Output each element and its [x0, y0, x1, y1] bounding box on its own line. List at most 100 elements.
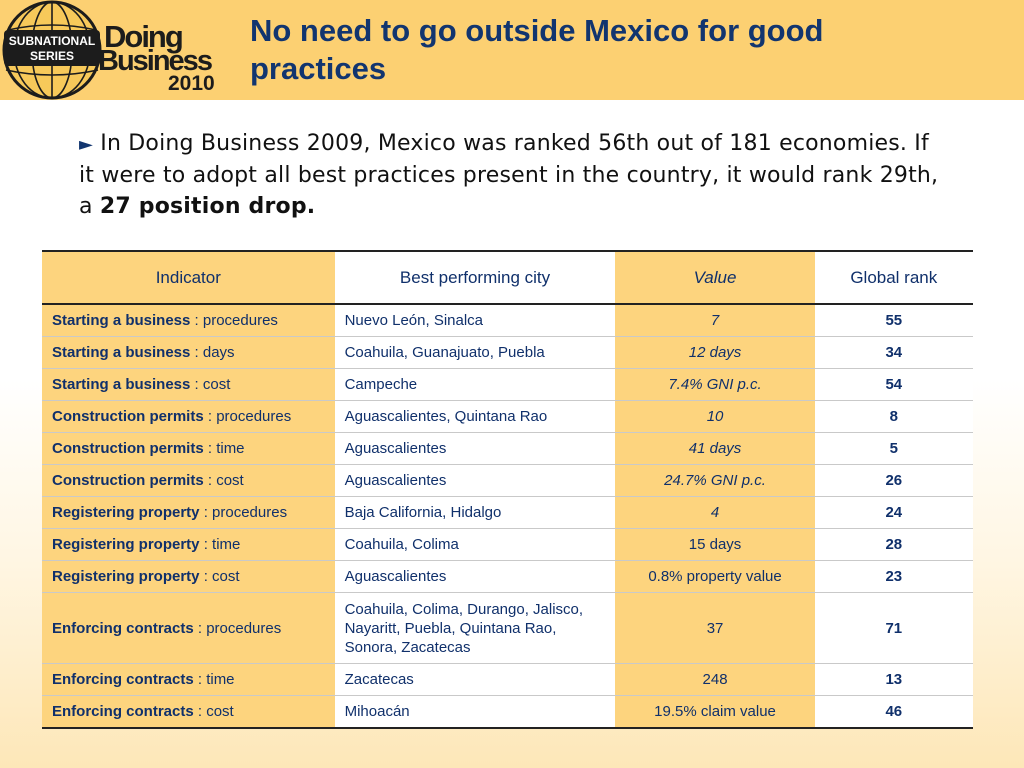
- table-row: Registering property : procedures Baja C…: [42, 496, 973, 529]
- table-row: Enforcing contracts : procedures Coahuil…: [42, 592, 973, 664]
- indicator-measure: : days: [190, 344, 235, 361]
- bullet-arrow-icon: ►: [79, 134, 94, 155]
- indicator-name: Construction permits: [52, 472, 204, 489]
- value-cell: 7: [615, 304, 815, 337]
- table-row: Construction permits : time Aguascalient…: [42, 432, 973, 465]
- indicator-name: Enforcing contracts: [52, 619, 194, 637]
- header-global-rank: Global rank: [814, 250, 973, 305]
- table-row: Enforcing contracts : cost Mihoacán 19.5…: [42, 695, 973, 729]
- city-cell: Campeche: [334, 368, 616, 401]
- city-cell: Coahuila, Colima, Durango, Jalisco, Naya…: [334, 592, 616, 664]
- table-row: Construction permits : procedures Aguasc…: [42, 400, 973, 433]
- indicator-cell: Registering property : time: [42, 528, 335, 561]
- indicator-measure: : procedures: [203, 408, 292, 425]
- value-cell: 7.4% GNI p.c.: [615, 368, 815, 401]
- indicator-name: Registering property: [52, 536, 200, 553]
- value-cell: 248: [615, 663, 815, 696]
- indicator-cell: Construction permits : procedures: [42, 400, 335, 433]
- indicator-cell: Starting a business : procedures: [42, 304, 335, 337]
- indicator-measure: : cost: [190, 376, 231, 393]
- city-cell: Aguascalientes: [334, 464, 616, 497]
- table-header-row: Indicator Best performing city Value Glo…: [42, 250, 973, 305]
- indicator-measure: : cost: [199, 568, 240, 585]
- table-row: Starting a business : cost Campeche 7.4%…: [42, 368, 973, 401]
- table-row: Registering property : time Coahuila, Co…: [42, 528, 973, 561]
- table-row: Enforcing contracts : time Zacatecas 248…: [42, 663, 973, 696]
- indicator-name: Registering property: [52, 504, 200, 521]
- rank-cell: 24: [814, 496, 973, 529]
- table-row: Starting a business : procedures Nuevo L…: [42, 304, 973, 337]
- indicator-measure: : time: [193, 671, 235, 688]
- indicator-measure: : cost: [193, 703, 234, 720]
- logo-year: 2010: [168, 72, 215, 95]
- value-cell: 0.8% property value: [615, 560, 815, 593]
- slide-title: No need to go outside Mexico for good pr…: [250, 13, 824, 86]
- table-row: Construction permits : cost Aguascalient…: [42, 464, 973, 497]
- value-cell: 41 days: [615, 432, 815, 465]
- indicator-cell: Starting a business : cost: [42, 368, 335, 401]
- indicator-cell: Registering property : cost: [42, 560, 335, 593]
- indicator-measure: : time: [203, 440, 245, 457]
- rank-cell: 55: [814, 304, 973, 337]
- indicator-cell: Enforcing contracts : cost: [42, 695, 335, 729]
- logo-badge-line2: SERIES: [30, 49, 74, 63]
- city-cell: Baja California, Hidalgo: [334, 496, 616, 529]
- city-cell: Aguascalientes, Quintana Rao: [334, 400, 616, 433]
- logo-brand-line1: Doing: [104, 19, 182, 54]
- indicator-name: Construction permits: [52, 408, 204, 425]
- indicator-name: Starting a business: [52, 376, 191, 393]
- city-cell: Aguascalientes: [334, 432, 616, 465]
- indicator-cell: Construction permits : time: [42, 432, 335, 465]
- rank-cell: 34: [814, 336, 973, 369]
- city-cell: Nuevo León, Sinalca: [334, 304, 616, 337]
- value-cell: 37: [615, 592, 815, 664]
- rank-cell: 5: [814, 432, 973, 465]
- rank-cell: 26: [814, 464, 973, 497]
- indicator-cell: Enforcing contracts : time: [42, 663, 335, 696]
- header-best-city: Best performing city: [334, 250, 616, 305]
- indicator-name: Starting a business: [52, 344, 191, 361]
- value-cell: 24.7% GNI p.c.: [615, 464, 815, 497]
- indicator-name: Registering property: [52, 568, 200, 585]
- rank-cell: 23: [814, 560, 973, 593]
- indicator-name: Starting a business: [52, 312, 191, 329]
- city-cell: Mihoacán: [334, 695, 616, 729]
- city-cell: Coahuila, Colima: [334, 528, 616, 561]
- table-row: Registering property : cost Aguascalient…: [42, 560, 973, 593]
- indicator-cell: Registering property : procedures: [42, 496, 335, 529]
- intro-text: In Doing Business 2009, Mexico was ranke…: [79, 131, 939, 219]
- city-cell: Zacatecas: [334, 663, 616, 696]
- doing-business-logo: SUBNATIONAL SERIES Doing Business 2010: [2, 0, 215, 100]
- header-band: SUBNATIONAL SERIES Doing Business 2010 N…: [0, 0, 1024, 100]
- logo-badge-line1: SUBNATIONAL: [9, 34, 95, 48]
- value-cell: 10: [615, 400, 815, 433]
- indicator-name: Enforcing contracts: [52, 671, 194, 688]
- header-value: Value: [615, 250, 815, 305]
- city-cell: Coahuila, Guanajuato, Puebla: [334, 336, 616, 369]
- rank-cell: 46: [814, 695, 973, 729]
- indicator-cell: Starting a business : days: [42, 336, 335, 369]
- intro-bold-text: 27 position drop.: [99, 194, 316, 219]
- indicator-measure: : time: [199, 536, 241, 553]
- rank-cell: 28: [814, 528, 973, 561]
- header-indicator: Indicator: [42, 250, 335, 305]
- indicator-cell: Enforcing contracts : procedures: [42, 592, 335, 664]
- indicator-measure: : procedures: [199, 504, 288, 521]
- logo-brand-line2: Business: [98, 45, 212, 77]
- indicator-name: Construction permits: [52, 440, 204, 457]
- value-cell: 15 days: [615, 528, 815, 561]
- indicator-cell: Construction permits : cost: [42, 464, 335, 497]
- value-cell: 12 days: [615, 336, 815, 369]
- rank-cell: 8: [814, 400, 973, 433]
- rank-cell: 54: [814, 368, 973, 401]
- rank-cell: 71: [814, 592, 973, 664]
- indicator-measure: : procedures: [193, 619, 282, 637]
- value-cell: 19.5% claim value: [615, 695, 815, 729]
- indicator-measure: : procedures: [190, 312, 278, 329]
- indicator-measure: : cost: [203, 472, 244, 489]
- city-cell: Aguascalientes: [334, 560, 616, 593]
- value-cell: 4: [615, 496, 815, 529]
- indicator-name: Enforcing contracts: [52, 703, 194, 720]
- rank-cell: 13: [814, 663, 973, 696]
- best-practices-table: Indicator Best performing city Value Glo…: [42, 250, 973, 729]
